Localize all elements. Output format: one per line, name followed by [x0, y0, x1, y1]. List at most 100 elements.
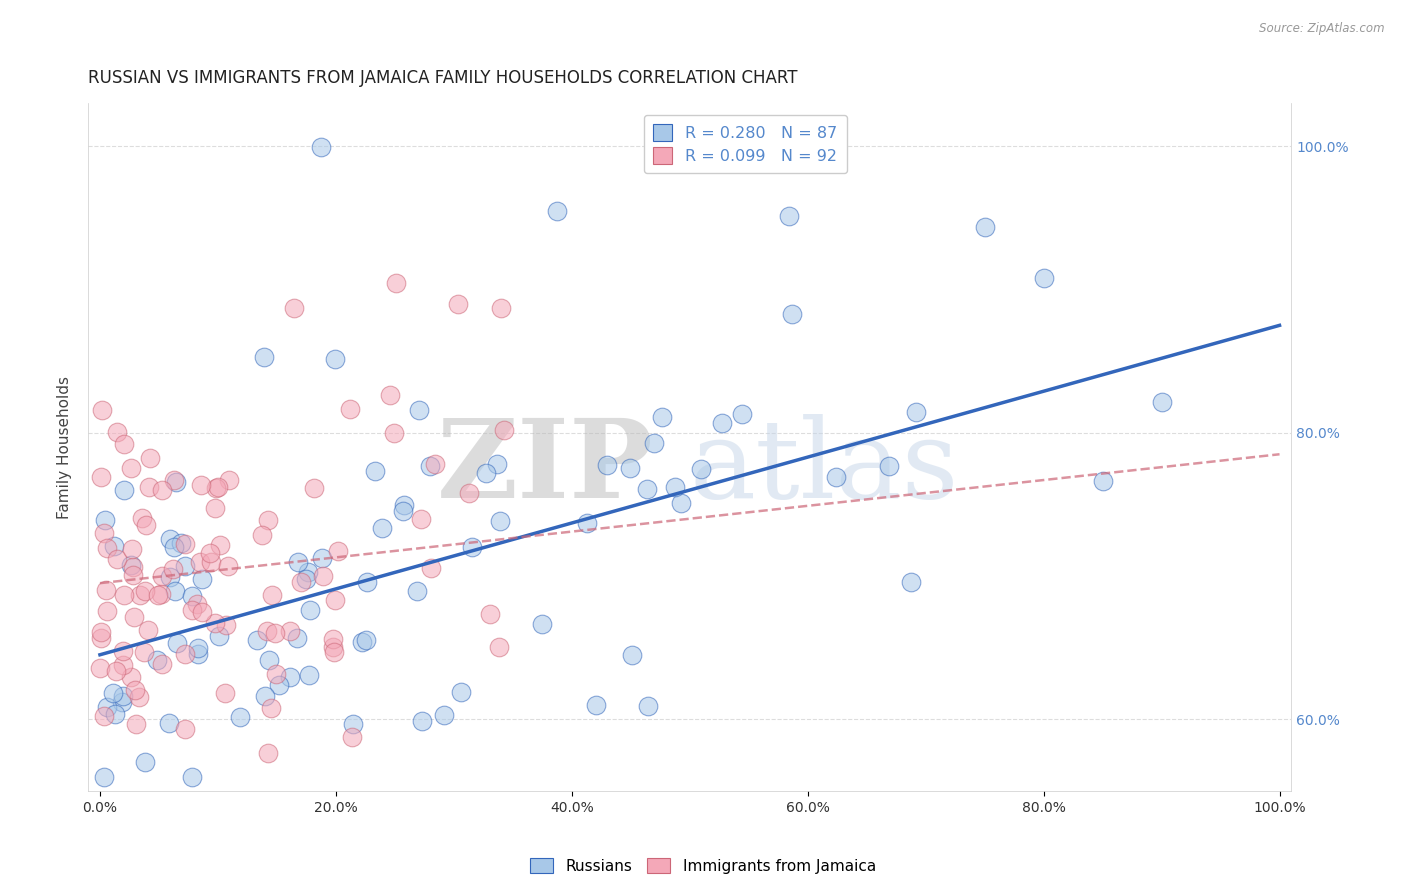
Point: [187, 640, 209, 655]
Point: [190, 478, 212, 492]
Point: [162, 562, 184, 576]
Point: [186, 598, 208, 612]
Point: [264, 667, 287, 681]
Point: [120, 558, 142, 572]
Point: [90, 470, 112, 484]
Point: [278, 670, 301, 684]
Point: [157, 716, 180, 731]
Point: [973, 220, 995, 235]
Point: [278, 624, 301, 639]
Point: [124, 682, 146, 697]
Point: [488, 640, 510, 654]
Point: [299, 603, 322, 617]
Point: [382, 426, 405, 441]
Point: [94, 513, 117, 527]
Point: [166, 636, 188, 650]
Point: [411, 714, 433, 728]
Point: [91, 403, 114, 417]
Point: [200, 546, 222, 560]
Text: RUSSIAN VS IMMIGRANTS FROM JAMAICA FAMILY HOUSEHOLDS CORRELATION CHART: RUSSIAN VS IMMIGRANTS FROM JAMAICA FAMIL…: [89, 69, 797, 87]
Point: [128, 690, 150, 705]
Point: [877, 459, 900, 474]
Point: [180, 603, 202, 617]
Point: [391, 504, 413, 518]
Point: [207, 629, 229, 643]
Point: [326, 543, 349, 558]
Point: [93, 709, 115, 723]
Point: [187, 647, 209, 661]
Point: [217, 558, 239, 573]
Point: [120, 670, 142, 684]
Point: [420, 561, 443, 575]
Point: [214, 686, 236, 700]
Point: [188, 556, 211, 570]
Point: [620, 648, 643, 662]
Point: [150, 657, 173, 671]
Point: [103, 686, 125, 700]
Point: [96, 604, 118, 618]
Point: [263, 626, 285, 640]
Point: [111, 657, 134, 672]
Point: [486, 457, 509, 471]
Point: [322, 645, 344, 659]
Point: [664, 480, 686, 494]
Point: [96, 541, 118, 556]
Point: [780, 307, 803, 321]
Point: [180, 770, 202, 784]
Point: [254, 689, 277, 703]
Point: [104, 706, 127, 721]
Point: [94, 583, 117, 598]
Point: [1091, 474, 1114, 488]
Point: [356, 574, 378, 589]
Point: [89, 631, 111, 645]
Point: [475, 467, 498, 481]
Point: [139, 451, 162, 466]
Point: [121, 567, 143, 582]
Point: [138, 480, 160, 494]
Point: [134, 755, 156, 769]
Legend: Russians, Immigrants from Jamaica: Russians, Immigrants from Jamaica: [524, 852, 882, 880]
Point: [132, 645, 155, 659]
Point: [546, 204, 568, 219]
Point: [323, 351, 346, 366]
Point: [378, 388, 401, 402]
Point: [163, 473, 186, 487]
Point: [1150, 395, 1173, 409]
Point: [166, 475, 188, 489]
Point: [690, 461, 713, 475]
Point: [409, 512, 432, 526]
Point: [363, 464, 385, 478]
Text: atlas: atlas: [690, 414, 959, 521]
Point: [112, 483, 135, 497]
Point: [190, 572, 212, 586]
Y-axis label: Family Households: Family Households: [58, 376, 72, 518]
Point: [138, 623, 160, 637]
Point: [256, 624, 278, 639]
Point: [311, 550, 333, 565]
Point: [298, 667, 321, 681]
Point: [89, 661, 111, 675]
Point: [461, 540, 484, 554]
Text: Source: ZipAtlas.com: Source: ZipAtlas.com: [1260, 22, 1385, 36]
Point: [93, 526, 115, 541]
Legend: R = 0.280   N = 87, R = 0.099   N = 92: R = 0.280 N = 87, R = 0.099 N = 92: [644, 115, 846, 173]
Point: [103, 539, 125, 553]
Point: [576, 516, 599, 531]
Point: [159, 532, 181, 546]
Point: [105, 425, 128, 439]
Point: [131, 511, 153, 525]
Point: [297, 565, 319, 579]
Point: [492, 423, 515, 437]
Point: [478, 607, 501, 622]
Point: [406, 584, 429, 599]
Point: [163, 583, 186, 598]
Point: [287, 555, 309, 569]
Point: [419, 458, 441, 473]
Point: [312, 569, 335, 583]
Point: [205, 481, 228, 495]
Point: [636, 482, 658, 496]
Point: [121, 559, 143, 574]
Point: [257, 653, 280, 667]
Point: [342, 716, 364, 731]
Point: [207, 480, 229, 494]
